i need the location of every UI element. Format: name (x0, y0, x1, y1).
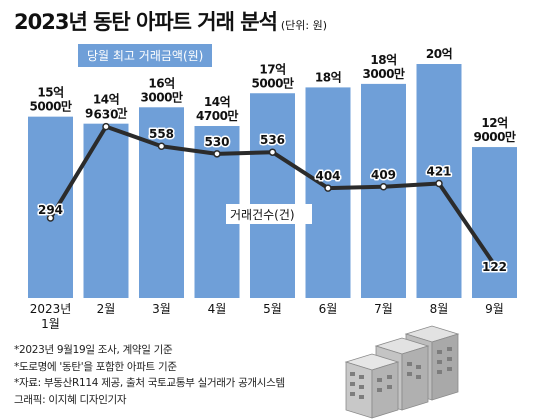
line-point (213, 150, 221, 158)
line-value-label: 294 (38, 203, 63, 217)
category-label: 2월 (97, 302, 116, 316)
bar-value-label: 12억 9000만 (474, 116, 516, 144)
bar-value-label: 16억 3000만 (141, 76, 183, 104)
note-source: *자료: 부동산R114 제공, 출처 국토교통부 실거래가 공개시스템 (14, 377, 285, 389)
bar-value-label: 18억 (315, 70, 341, 84)
line-legend-box (226, 204, 312, 224)
line-value-labels: 294 630 558 530 536 404 409 421 122 (36, 106, 508, 275)
line-point (490, 261, 499, 269)
category-label: 7월 (374, 302, 393, 316)
line-value-label: 421 (426, 164, 451, 178)
bar-value-label: 17억 5000만 (252, 62, 294, 90)
bar (250, 93, 295, 298)
line-value-label: 404 (315, 169, 340, 183)
line-point (268, 148, 277, 156)
bar (361, 83, 406, 298)
bar-legend: 당월 최고 거래금액(원) (78, 44, 213, 67)
category-label: 3월 (152, 302, 171, 316)
line-point (435, 179, 443, 188)
line-value-label: 530 (204, 135, 229, 149)
line-point (157, 142, 166, 150)
bar-value-label: 14억 9000만 (85, 93, 127, 121)
note-credit: 그래픽: 이지혜 디자인기자 (14, 393, 127, 406)
bar (28, 116, 73, 299)
line-value-label: 409 (371, 168, 396, 182)
category-labels: 2023년 1월 2월 3월 4월 5월 6월 7월 8월 9월 (30, 302, 504, 331)
line-point (46, 214, 55, 222)
footnotes: *2023년 9월19일 조사, 계약일 기준 *도로명에 '동탄'을 포함한 … (14, 342, 285, 408)
category-label: 5월 (263, 302, 282, 316)
bar-value-labels: 15억 5000만 14억 9000만 16억 3000만 14억 4700만 17억 5000만… (30, 47, 517, 144)
line-point (324, 184, 332, 192)
line-value-label: 558 (149, 127, 174, 141)
category-label: 4월 (208, 302, 227, 316)
note-criteria: *도로명에 '동탄'을 포함한 아파트 기준 (14, 360, 177, 373)
bar (472, 147, 517, 298)
bar-value-label: 15억 5000만 (30, 86, 72, 114)
category-label: 8월 (430, 302, 449, 316)
category-label: 9월 (485, 302, 504, 316)
bar-series (28, 64, 517, 299)
note-survey: *2023년 9월19일 조사, 계약일 기준 (14, 344, 173, 356)
line-value-label: 630 (93, 108, 118, 122)
line-point (379, 183, 388, 191)
apartment-buildings-icon (344, 325, 460, 419)
chart-title: 2023년 동탄 아파트 거래 분석 (단위: 원) (14, 10, 328, 34)
bar-value-label: 18억 3000만 (363, 53, 405, 81)
line-legend-label: 거래건수(건) (230, 208, 295, 222)
line-value-label: 122 (482, 260, 507, 274)
line-legend: 거래건수(건) (226, 204, 312, 224)
unit-label: (단위: 원) (280, 19, 328, 32)
bar (305, 87, 351, 299)
bar-value-label: 14억 4700만 (196, 95, 238, 123)
line-point (102, 122, 110, 131)
bar-value-label: 20억 (426, 47, 452, 61)
line-value-label: 536 (260, 133, 285, 147)
line-points (46, 122, 499, 269)
category-label: 2023년 1월 (30, 302, 72, 331)
category-label: 6월 (319, 302, 338, 316)
